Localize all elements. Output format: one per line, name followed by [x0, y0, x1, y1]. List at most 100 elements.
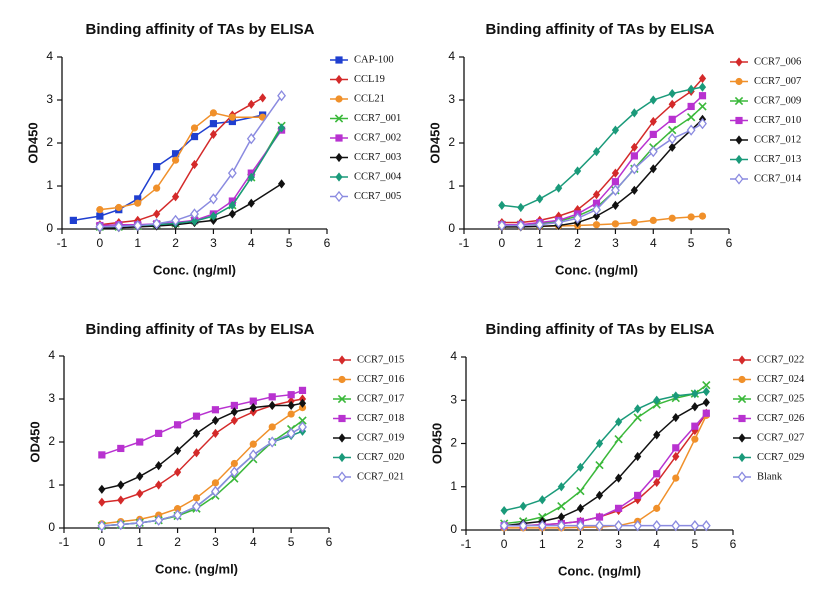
point	[277, 123, 286, 133]
x-axis-title: Conc. (ng/ml)	[555, 262, 638, 277]
x-tick-label: 0	[501, 537, 508, 551]
series-line	[101, 419, 303, 527]
point	[595, 438, 604, 449]
legend-label: CCL19	[354, 74, 385, 85]
point	[633, 413, 642, 422]
point	[668, 99, 676, 109]
point	[155, 461, 163, 471]
point	[595, 513, 604, 521]
point	[173, 509, 182, 521]
point	[248, 449, 258, 461]
legend-marker	[335, 56, 343, 64]
legend-marker	[338, 355, 346, 365]
x-tick-label: 5	[692, 537, 699, 551]
point	[211, 415, 220, 426]
x-tick-label: 2	[574, 236, 581, 250]
point	[277, 179, 286, 189]
y-axis-title: OD450	[427, 122, 442, 163]
point	[668, 115, 676, 123]
chart-title: Binding affinity of TAs by ELISA	[86, 321, 315, 338]
legend-label: CCR7_010	[754, 115, 801, 126]
series-line	[504, 384, 707, 525]
legend-label: CCR7_012	[754, 134, 801, 145]
point	[698, 73, 707, 84]
point	[687, 213, 695, 221]
point	[133, 219, 143, 232]
series-line	[99, 95, 283, 228]
point	[227, 167, 237, 179]
point	[611, 220, 620, 228]
point	[614, 504, 623, 512]
x-tick-label: 5	[286, 236, 293, 250]
point	[634, 451, 642, 462]
point	[595, 520, 604, 532]
point	[649, 95, 657, 105]
point	[247, 99, 255, 109]
point	[286, 427, 296, 440]
point	[557, 512, 565, 522]
point	[702, 380, 711, 390]
series-line	[501, 105, 704, 226]
point	[629, 163, 639, 175]
legend-label: CCR7_004	[354, 171, 402, 182]
series-line	[501, 86, 703, 209]
x-tick-label: -1	[59, 535, 70, 549]
point	[686, 124, 696, 136]
y-axis-title: OD450	[27, 421, 42, 462]
legend-label: Blank	[757, 471, 783, 482]
point	[648, 145, 658, 158]
point	[652, 520, 662, 532]
point	[211, 428, 220, 438]
point	[611, 178, 620, 186]
point	[171, 156, 180, 164]
point	[702, 387, 710, 397]
point	[690, 520, 700, 532]
y-tick-label: 4	[46, 49, 53, 63]
legend-label: CCR7_015	[357, 354, 404, 365]
legend-label: CCR7_021	[357, 471, 404, 482]
point	[209, 120, 218, 128]
point	[209, 129, 218, 139]
point	[153, 163, 161, 171]
point	[556, 520, 566, 532]
series-line	[501, 95, 704, 226]
legend-marker	[734, 96, 744, 106]
x-axis-title: Conc. (ng/ml)	[558, 563, 641, 578]
point	[519, 501, 527, 511]
legend-marker	[335, 95, 343, 103]
point	[192, 448, 201, 458]
y-tick-label: 2	[448, 135, 455, 149]
point	[98, 497, 106, 507]
point	[592, 221, 601, 229]
point	[634, 404, 642, 414]
panel: Binding affinity of TAs by ELISA Conc. (n…	[429, 321, 805, 578]
point	[668, 88, 676, 99]
point	[228, 117, 236, 126]
point	[230, 459, 238, 468]
x-tick-label: 1	[536, 236, 543, 250]
x-tick-label: 4	[248, 236, 255, 250]
point	[136, 489, 144, 499]
point	[211, 406, 220, 414]
point	[592, 190, 601, 200]
point	[536, 194, 544, 204]
point	[499, 520, 509, 532]
point	[95, 221, 105, 233]
point	[576, 503, 585, 513]
legend-marker	[335, 172, 343, 182]
y-tick-label: 3	[48, 391, 55, 405]
point	[287, 391, 295, 399]
y-tick-label: 4	[450, 349, 457, 363]
legend-marker	[337, 394, 347, 404]
legend-marker	[735, 116, 743, 125]
point	[298, 421, 307, 433]
point	[595, 460, 604, 470]
point	[249, 397, 257, 405]
point	[230, 407, 238, 417]
legend-label: CCR7_016	[357, 374, 404, 385]
point	[573, 212, 582, 224]
legend-label: CCR7_022	[757, 354, 804, 365]
legend-marker	[735, 77, 743, 86]
y-axis-title: OD450	[429, 423, 444, 464]
